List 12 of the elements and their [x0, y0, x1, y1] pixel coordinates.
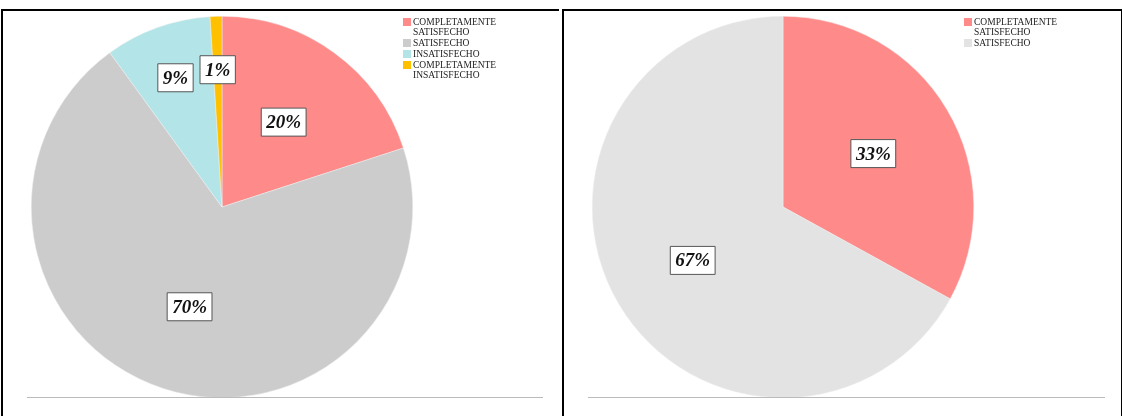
data-label: 70% — [172, 295, 207, 317]
data-label: 1% — [205, 58, 231, 80]
legend-label: COMPLETAMENTE SATISFECHO — [974, 17, 1059, 37]
data-label: 9% — [162, 66, 189, 88]
legend-label: INSATISFECHO — [413, 49, 480, 59]
data-label: 33% — [854, 142, 891, 164]
data-label: 20% — [265, 111, 302, 133]
legend-label: SATISFECHO — [413, 38, 470, 48]
data-label: 67% — [675, 249, 711, 271]
legend-label: COMPLETAMENTE INSATISFECHO — [413, 60, 498, 80]
legend-label: SATISFECHO — [974, 38, 1031, 48]
legend-label: COMPLETAMENTE SATISFECHO — [413, 17, 498, 37]
